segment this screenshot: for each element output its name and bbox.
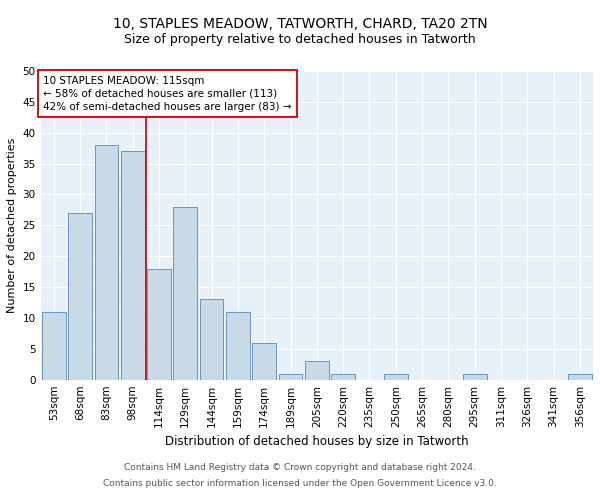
Y-axis label: Number of detached properties: Number of detached properties [7, 138, 17, 313]
Bar [121, 151, 145, 380]
Bar [226, 312, 250, 380]
Bar [42, 312, 65, 380]
Text: 10 STAPLES MEADOW: 115sqm
← 58% of detached houses are smaller (113)
42% of semi: 10 STAPLES MEADOW: 115sqm ← 58% of detac… [43, 76, 292, 112]
Bar [173, 207, 197, 380]
Bar [68, 213, 92, 380]
Bar [463, 374, 487, 380]
Text: Contains HM Land Registry data © Crown copyright and database right 2024.: Contains HM Land Registry data © Crown c… [124, 464, 476, 472]
Bar [331, 374, 355, 380]
Bar [200, 300, 223, 380]
Bar [95, 145, 118, 380]
Text: Contains public sector information licensed under the Open Government Licence v3: Contains public sector information licen… [103, 478, 497, 488]
Text: Size of property relative to detached houses in Tatworth: Size of property relative to detached ho… [124, 32, 476, 46]
Bar [384, 374, 407, 380]
Bar [278, 374, 302, 380]
Bar [147, 268, 171, 380]
X-axis label: Distribution of detached houses by size in Tatworth: Distribution of detached houses by size … [165, 435, 469, 448]
Bar [253, 342, 276, 380]
Text: 10, STAPLES MEADOW, TATWORTH, CHARD, TA20 2TN: 10, STAPLES MEADOW, TATWORTH, CHARD, TA2… [113, 18, 487, 32]
Bar [568, 374, 592, 380]
Bar [305, 361, 329, 380]
